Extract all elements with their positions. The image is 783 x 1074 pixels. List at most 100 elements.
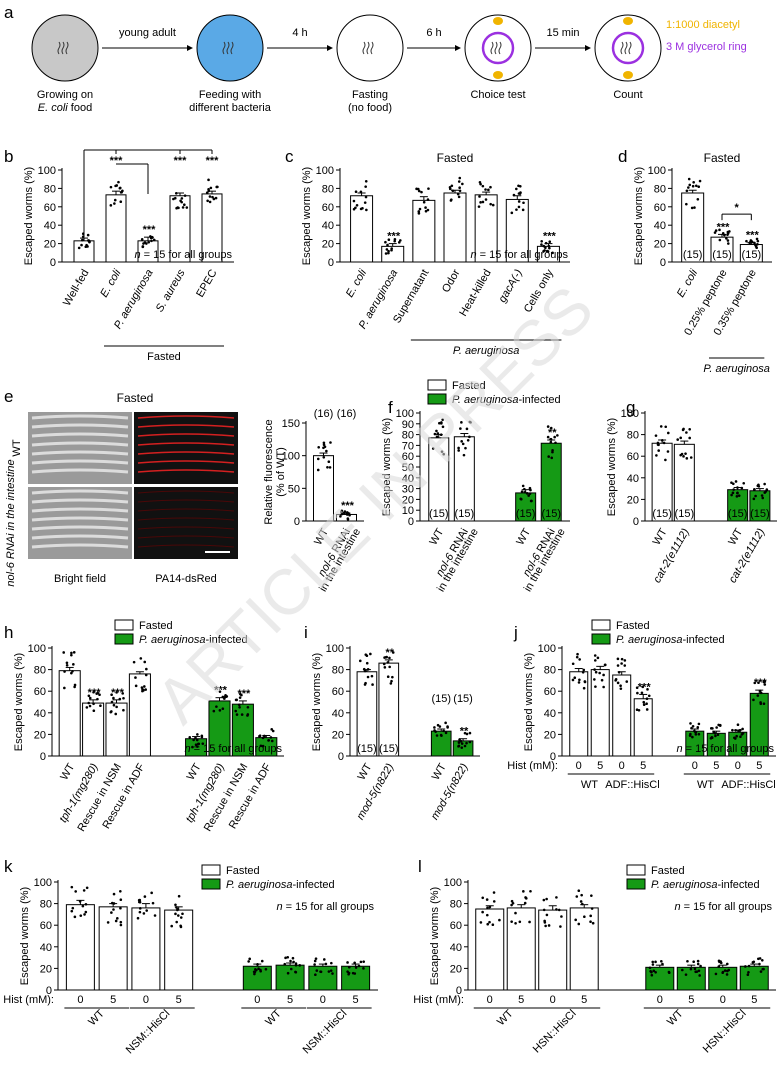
x-axis-prefix: Hist (mM):: [3, 994, 54, 1006]
data-point: [485, 898, 489, 901]
panel-letter-f: f: [388, 398, 393, 417]
data-point: [732, 488, 735, 491]
data-point: [346, 517, 350, 520]
data-point: [88, 696, 92, 700]
y-axis-label: Escaped worms (%): [429, 887, 441, 985]
data-point: [758, 689, 762, 693]
data-point: [119, 920, 123, 924]
data-point: [492, 891, 496, 894]
span: -infected: [205, 634, 247, 646]
data-point: [435, 734, 439, 737]
x-tick-label: 5: [756, 760, 762, 772]
data-point: [393, 237, 397, 241]
data-point: [718, 228, 721, 232]
fluorescence-line: [137, 451, 235, 455]
y-tick-label: 40: [34, 708, 46, 720]
data-point: [744, 965, 747, 968]
data-point: [692, 960, 695, 964]
data-point: [82, 889, 86, 892]
step-label-bottom-1: different bacteria: [189, 102, 272, 114]
data-point: [694, 730, 697, 734]
data-point: [645, 702, 648, 706]
data-point: [488, 920, 491, 924]
worm-body-line: [31, 543, 129, 549]
data-point: [298, 964, 302, 967]
data-point: [351, 971, 355, 975]
data-point: [313, 963, 316, 966]
y-tick-label: 40: [44, 220, 56, 232]
data-point: [106, 921, 110, 924]
data-point: [441, 425, 445, 429]
data-point: [283, 962, 287, 966]
data-point: [698, 974, 701, 977]
data-point: [528, 492, 532, 495]
glycerol-ring: [611, 31, 645, 65]
data-point: [689, 722, 692, 725]
data-point: [583, 680, 587, 684]
step-plate-0: [31, 14, 99, 82]
data-point: [451, 189, 455, 193]
legend-swatch-infected: [201, 878, 221, 890]
span: -infected: [518, 394, 560, 406]
data-point: [143, 895, 147, 898]
data-point: [77, 246, 81, 250]
data-point: [179, 199, 182, 203]
data-point: [542, 244, 546, 248]
data-point: [448, 186, 452, 189]
italic-span: E. coli: [38, 102, 69, 114]
worm-glyph: [230, 41, 234, 55]
worm-glyph: [628, 41, 632, 55]
x-tick-label: 0: [657, 994, 663, 1006]
significance-label: ***: [543, 231, 557, 243]
data-point: [735, 495, 739, 498]
legend-label-infected: P. aeruginosa-infected: [226, 879, 335, 891]
step-label-bottom-0: E. coli food: [38, 102, 92, 114]
panel-letter-e: e: [4, 387, 13, 406]
data-point: [736, 723, 740, 727]
x-tick-label: 0: [692, 760, 698, 772]
data-point: [596, 656, 600, 660]
y-tick-label: 60: [450, 920, 462, 932]
y-tick-label: 60: [654, 202, 666, 214]
n-label: (15): [429, 508, 449, 520]
data-point: [511, 901, 515, 905]
data-point: [465, 741, 468, 745]
y-tick-label: 150: [282, 418, 300, 430]
data-point: [63, 670, 66, 673]
data-point: [616, 664, 620, 667]
data-point: [460, 421, 463, 424]
y-tick-label: 100: [648, 165, 666, 177]
data-point: [699, 964, 702, 968]
y-tick-label: 100: [326, 643, 344, 655]
data-point: [365, 208, 368, 212]
data-point: [390, 679, 393, 683]
y-tick-label: 0: [633, 516, 639, 528]
data-point: [110, 901, 114, 905]
data-point: [181, 912, 184, 916]
x-tick-label: 0: [254, 994, 260, 1006]
data-point: [636, 691, 639, 695]
glycerol-ring: [481, 31, 515, 65]
diacetyl-spot: [493, 71, 503, 79]
data-point: [225, 695, 229, 698]
data-point: [180, 197, 184, 200]
data-point: [331, 972, 334, 975]
data-point: [517, 200, 521, 203]
data-point: [446, 725, 449, 728]
data-point: [617, 670, 621, 674]
y-tick-label: 0: [338, 751, 344, 763]
col-label-bright-field: Bright field: [54, 573, 106, 585]
bar: [164, 909, 194, 991]
data-point: [540, 240, 543, 243]
data-point: [741, 727, 744, 731]
data-point: [339, 515, 342, 518]
significance-label: ***: [638, 681, 652, 693]
data-point: [522, 201, 525, 205]
data-point: [725, 973, 729, 976]
y-axis-label: Escaped worms (%): [606, 418, 618, 516]
data-point: [691, 735, 694, 739]
data-point: [725, 237, 728, 240]
data-point: [137, 898, 141, 902]
diacetyl-spot: [623, 71, 633, 79]
